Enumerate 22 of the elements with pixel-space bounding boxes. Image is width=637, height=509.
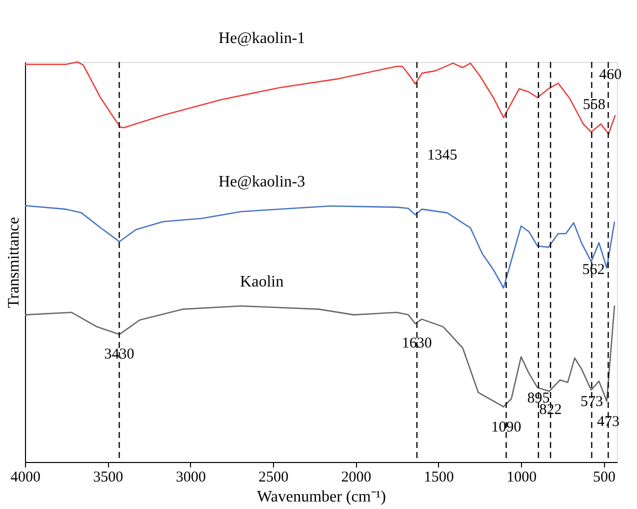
x-tick-label: 500 bbox=[593, 470, 616, 486]
series-label: Kaolin bbox=[240, 274, 284, 291]
series-label: He@kaolin-3 bbox=[218, 174, 306, 191]
annotation: 1630 bbox=[402, 335, 432, 352]
text: He@kaolin-1 bbox=[218, 30, 306, 47]
x-tick-label: 1500 bbox=[424, 470, 454, 486]
x-axis-title: Wavenumber (cm⁻¹) bbox=[257, 488, 386, 506]
x-tick-label: 4000 bbox=[10, 470, 40, 486]
x-tick-label: 3000 bbox=[176, 470, 206, 486]
x-tick-label: 2500 bbox=[258, 470, 289, 486]
annotation: 460 bbox=[599, 67, 622, 83]
annotation: 573 bbox=[580, 394, 603, 410]
annotation: 1090 bbox=[491, 419, 522, 436]
annotation: 562 bbox=[582, 262, 605, 278]
x-tick-label: 2000 bbox=[341, 470, 372, 486]
x-tick-label: 3500 bbox=[93, 470, 124, 486]
annotation: 1345 bbox=[427, 147, 458, 164]
y-axis-title: Transmittance bbox=[6, 217, 22, 308]
annotation: 3430 bbox=[104, 346, 134, 363]
annotation: 473 bbox=[596, 414, 620, 430]
x-tick-label: 1000 bbox=[506, 470, 537, 486]
annotation: 558 bbox=[582, 97, 606, 113]
